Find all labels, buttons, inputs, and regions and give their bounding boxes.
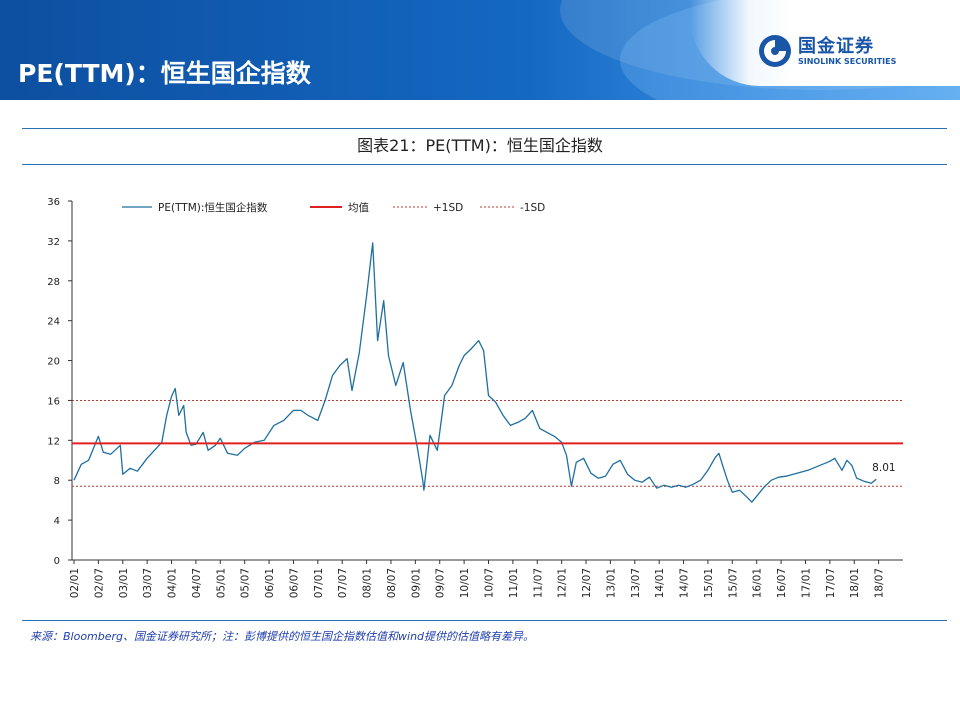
source-note: 来源：Bloomberg、国金证券研究所；注：彭博提供的恒生国企指数估值和win… xyxy=(30,630,535,643)
x-tick-label: 13/07 xyxy=(630,568,642,598)
x-tick-label: 03/01 xyxy=(118,568,130,598)
x-tick-label: 12/07 xyxy=(581,568,593,598)
x-tick-label: 17/07 xyxy=(825,568,837,598)
x-tick-label: 16/01 xyxy=(752,568,764,598)
source-rule xyxy=(22,620,947,621)
y-tick-label: 12 xyxy=(47,436,60,447)
y-tick-label: 20 xyxy=(47,357,60,368)
x-tick-label: 18/07 xyxy=(874,568,886,598)
x-tick-label: 09/07 xyxy=(435,568,447,598)
chart-lines: 8.01 xyxy=(72,242,903,503)
x-tick-label: 07/07 xyxy=(337,568,349,598)
y-tick-label: 32 xyxy=(47,237,60,248)
page-title: PE(TTM)：恒生国企指数 xyxy=(18,59,311,88)
x-tick-label: 12/01 xyxy=(557,568,569,598)
title-rule-top xyxy=(22,128,947,129)
legend-item-plus-1sd-label: +1SD xyxy=(433,202,463,214)
x-tick-label: 13/01 xyxy=(605,568,617,598)
logo-text-cn: 国金证券 xyxy=(798,36,874,57)
x-tick-label: 10/01 xyxy=(459,568,471,598)
x-tick-label: 09/01 xyxy=(410,568,422,598)
x-tick-label: 11/01 xyxy=(508,568,520,598)
x-tick-label: 11/07 xyxy=(532,568,544,598)
x-tick-label: 02/07 xyxy=(93,568,105,598)
header-banner: PE(TTM)：恒生国企指数 国金证券 SINOLINK SECURITIES xyxy=(0,0,960,100)
x-tick-label: 05/01 xyxy=(215,568,227,598)
x-tick-label: 06/07 xyxy=(288,568,300,598)
x-tick-label: 05/07 xyxy=(240,568,252,598)
x-tick-label: 08/01 xyxy=(362,568,374,598)
y-tick-label: 0 xyxy=(54,556,60,567)
y-tick-label: 28 xyxy=(47,277,60,288)
pe-series-line xyxy=(73,242,877,503)
legend-item-mean-label: 均值 xyxy=(348,201,369,214)
y-tick-label: 4 xyxy=(54,516,60,527)
title-rule-bottom xyxy=(22,164,947,165)
x-tick-label: 08/07 xyxy=(386,568,398,598)
x-tick-label: 15/07 xyxy=(727,568,739,598)
x-tick-label: 15/01 xyxy=(703,568,715,598)
figure-title: 图表21：PE(TTM)：恒生国企指数 xyxy=(357,136,603,155)
pe-chart: 0 4 8 12 16 20 24 28 32 36 02/01 02/07 03/01 03/07 04/… xyxy=(47,197,903,598)
last-value-label: 8.01 xyxy=(872,462,895,474)
x-tick-label: 07/01 xyxy=(313,568,325,598)
legend-item-pe-label: PE(TTM):恒生国企指数 xyxy=(158,201,268,214)
chart-legend: PE(TTM):恒生国企指数 均值 +1SD -1SD xyxy=(122,201,545,214)
x-tick-label: 06/01 xyxy=(264,568,276,598)
y-tick-label: 24 xyxy=(47,317,60,328)
x-tick-label: 14/07 xyxy=(679,568,691,598)
logo-background xyxy=(690,0,960,86)
sinolink-logo-icon xyxy=(759,35,791,67)
legend-item-minus-1sd-label: -1SD xyxy=(520,202,545,214)
x-tick-label: 18/01 xyxy=(849,568,861,598)
x-tick-label: 04/07 xyxy=(191,568,203,598)
x-tick-label: 02/01 xyxy=(69,568,81,598)
logo-text-en: SINOLINK SECURITIES xyxy=(798,57,897,66)
x-tick-label: 14/01 xyxy=(654,568,666,598)
chart-axes: 0 4 8 12 16 20 24 28 32 36 02/01 02/07 03/01 03/07 04/… xyxy=(47,197,903,598)
x-tick-label: 10/07 xyxy=(484,568,496,598)
x-tick-label: 03/07 xyxy=(142,568,154,598)
company-logo: 国金证券 SINOLINK SECURITIES xyxy=(758,30,938,74)
y-tick-label: 36 xyxy=(47,197,60,208)
y-tick-label: 16 xyxy=(47,396,60,407)
y-tick-label: 8 xyxy=(54,476,60,487)
x-tick-label: 16/07 xyxy=(776,568,788,598)
x-tick-label: 17/01 xyxy=(800,568,812,598)
x-tick-label: 04/01 xyxy=(167,568,179,598)
